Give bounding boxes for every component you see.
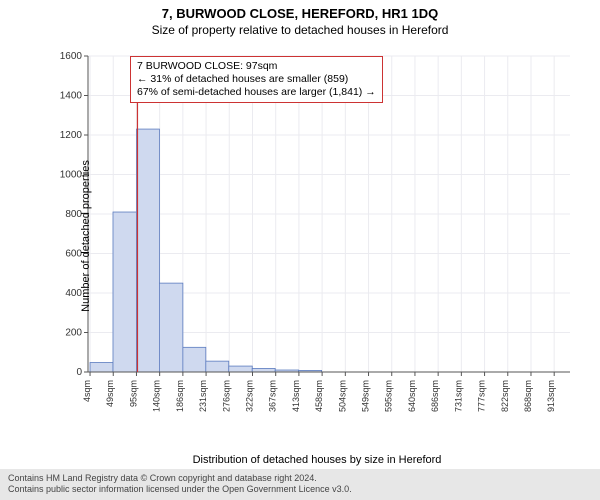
annotation-line-3: 67% of semi-detached houses are larger (…	[137, 86, 376, 99]
svg-text:49sqm: 49sqm	[105, 380, 115, 407]
chart-header: 7, BURWOOD CLOSE, HEREFORD, HR1 1DQ Size…	[0, 0, 600, 37]
svg-text:322sqm: 322sqm	[244, 380, 254, 412]
svg-text:1200: 1200	[60, 130, 83, 141]
annotation-line-1: 7 BURWOOD CLOSE: 97sqm	[137, 60, 376, 73]
svg-text:549sqm: 549sqm	[361, 380, 371, 412]
svg-text:686sqm: 686sqm	[430, 380, 440, 412]
chart-area: 020040060080010001200140016004sqm49sqm95…	[58, 52, 576, 420]
chart-subtitle: Size of property relative to detached ho…	[0, 23, 600, 37]
svg-text:504sqm: 504sqm	[337, 380, 347, 412]
svg-text:777sqm: 777sqm	[477, 380, 487, 412]
histogram-plot: 020040060080010001200140016004sqm49sqm95…	[58, 52, 576, 420]
svg-text:200: 200	[65, 328, 82, 339]
svg-text:913sqm: 913sqm	[546, 380, 556, 412]
svg-text:640sqm: 640sqm	[407, 380, 417, 412]
svg-text:822sqm: 822sqm	[500, 380, 510, 412]
svg-text:95sqm: 95sqm	[128, 380, 138, 407]
chart-title: 7, BURWOOD CLOSE, HEREFORD, HR1 1DQ	[0, 6, 600, 21]
svg-text:0: 0	[76, 367, 82, 378]
annotation-line-2: ← 31% of detached houses are smaller (85…	[137, 73, 376, 86]
attribution-line-1: Contains HM Land Registry data © Crown c…	[8, 473, 592, 485]
svg-text:186sqm: 186sqm	[175, 380, 185, 412]
svg-text:4sqm: 4sqm	[82, 380, 92, 402]
svg-text:868sqm: 868sqm	[523, 380, 533, 412]
attribution-line-2: Contains public sector information licen…	[8, 484, 592, 496]
svg-text:458sqm: 458sqm	[314, 380, 324, 412]
attribution-footer: Contains HM Land Registry data © Crown c…	[0, 469, 600, 500]
x-axis-label: Distribution of detached houses by size …	[193, 454, 442, 466]
annotation-callout: 7 BURWOOD CLOSE: 97sqm ← 31% of detached…	[130, 56, 383, 103]
svg-text:1400: 1400	[60, 91, 83, 102]
svg-text:413sqm: 413sqm	[291, 380, 301, 412]
svg-text:367sqm: 367sqm	[268, 380, 278, 412]
svg-text:276sqm: 276sqm	[221, 380, 231, 412]
svg-text:1600: 1600	[60, 52, 83, 62]
svg-text:595sqm: 595sqm	[384, 380, 394, 412]
svg-text:231sqm: 231sqm	[198, 380, 208, 412]
y-axis-label: Number of detached properties	[80, 160, 92, 312]
svg-text:731sqm: 731sqm	[453, 380, 463, 412]
svg-text:140sqm: 140sqm	[152, 380, 162, 412]
